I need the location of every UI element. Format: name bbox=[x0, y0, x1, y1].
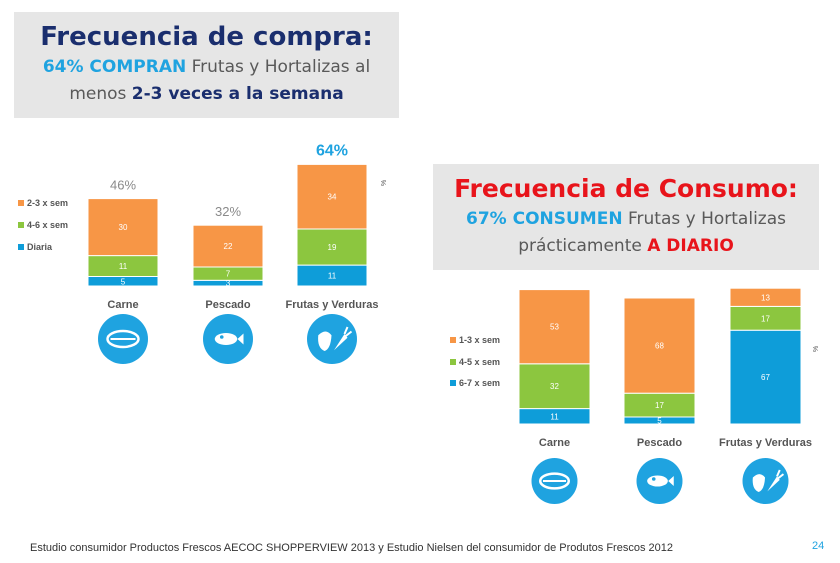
compra-bar-1-2 bbox=[192, 224, 264, 268]
consumo-bar-2-2 bbox=[729, 287, 802, 307]
compra-bar-label-2-1: 19 bbox=[328, 243, 337, 252]
compra-fish-icon-1-fish-eye bbox=[219, 335, 224, 339]
consumo-fish-icon-1-fish-body bbox=[647, 475, 668, 487]
consumo-legend-label-1: 4-5 x sem bbox=[459, 357, 500, 367]
consumo-bar-label-1-0: 5 bbox=[657, 417, 662, 426]
compra-category-label-1: Pescado bbox=[205, 299, 251, 311]
compra-bar-label-1-0: 3 bbox=[226, 279, 231, 288]
compra-legend-label-2: Diaria bbox=[27, 242, 53, 252]
compra-legend-swatch-2 bbox=[18, 244, 24, 250]
compra-bar-label-2-2: 34 bbox=[328, 193, 337, 202]
consumo-bar-0-2 bbox=[518, 289, 591, 365]
compra-total-label-0: 46% bbox=[110, 178, 136, 193]
consumo-category-label-0: Carne bbox=[539, 437, 570, 449]
compra-bar-label-1-2: 22 bbox=[224, 242, 233, 251]
compra-bar-label-2-0: 11 bbox=[328, 272, 337, 281]
compra-meat-icon-0-meat-outline bbox=[106, 329, 140, 349]
consumo-bar-1-2 bbox=[623, 297, 696, 394]
consumo-fish-icon-1-fish-tail bbox=[668, 475, 674, 487]
consumo-bar-label-1-2: 68 bbox=[655, 342, 664, 351]
consumo-bar-label-0-2: 53 bbox=[550, 323, 559, 332]
consumo-highlight-1: 67% CONSUMEN bbox=[466, 209, 623, 229]
compra-fish-icon-1-fish-tail bbox=[237, 333, 244, 345]
consumo-fruit-vegetable-icon-2-carrot bbox=[767, 476, 780, 492]
page-number: 24 bbox=[812, 540, 825, 552]
consumo-bar-2-0 bbox=[729, 329, 802, 425]
compra-title: Frecuencia de compra: bbox=[40, 22, 373, 52]
consumo-fruit-vegetable-icon-2-circle bbox=[742, 458, 789, 504]
compra-legend-label-0: 2-3 x sem bbox=[27, 198, 68, 208]
compra-subtitle: 64% COMPRAN Frutas y Hortalizas al menos… bbox=[14, 54, 399, 108]
consumo-title-box: Frecuencia de Consumo: 67% CONSUMEN Frut… bbox=[433, 164, 819, 270]
consumo-bar-label-0-1: 32 bbox=[550, 382, 559, 391]
consumo-bar-0-1 bbox=[518, 363, 591, 410]
compra-bar-2-1 bbox=[296, 228, 368, 266]
consumo-legend-label-2: 6-7 x sem bbox=[459, 378, 500, 388]
compra-total-label-1: 32% bbox=[215, 204, 241, 219]
compra-fruit-vegetable-icon-2-strawberry bbox=[318, 331, 332, 351]
compra-sub-text-2: menos bbox=[69, 84, 132, 104]
compra-bar-label-0-2: 30 bbox=[119, 223, 128, 232]
compra-highlight-2: 2-3 veces a la semana bbox=[131, 84, 344, 104]
consumo-fruit-vegetable-icon-2-strawberry bbox=[752, 474, 766, 493]
consumo-legend-swatch-0 bbox=[450, 337, 456, 343]
consumo-legend-swatch-2 bbox=[450, 380, 456, 386]
compra-bar-0-2 bbox=[87, 198, 159, 257]
consumo-fish-icon-1-fish-eye bbox=[651, 477, 656, 481]
consumo-subtitle: 67% CONSUMEN Frutas y Hortalizas práctic… bbox=[433, 206, 819, 260]
consumo-category-label-2: Frutas y Verduras bbox=[719, 437, 812, 449]
consumo-bar-label-2-0: 67 bbox=[761, 373, 770, 382]
consumo-sub-text-2: prácticamente bbox=[518, 236, 648, 256]
compra-fruit-vegetable-icon-2-circle bbox=[307, 314, 357, 364]
consumo-sub-text-1: Frutas y Hortalizas bbox=[622, 209, 786, 229]
consumo-bar-label-2-1: 17 bbox=[761, 314, 770, 323]
consumo-title: Frecuencia de Consumo: bbox=[454, 174, 798, 203]
compra-fish-icon-1-fish-body bbox=[214, 333, 238, 345]
consumo-bar-label-2-2: 13 bbox=[761, 293, 770, 302]
compra-legend-swatch-0 bbox=[18, 200, 24, 206]
compra-fruit-vegetable-icon-2-carrot bbox=[334, 334, 348, 351]
consumo-bar-label-0-0: 11 bbox=[550, 412, 559, 421]
compra-category-label-2: Frutas y Verduras bbox=[286, 299, 379, 311]
compra-bar-label-0-1: 11 bbox=[119, 262, 128, 271]
compra-title-box: Frecuencia de compra: 64% COMPRAN Frutas… bbox=[14, 12, 399, 118]
consumo-meat-icon-0-meat-outline bbox=[538, 472, 571, 490]
compra-legend-swatch-1 bbox=[18, 222, 24, 228]
consumo-legend-label-0: 1-3 x sem bbox=[459, 335, 500, 345]
compra-highlight-1: 64% COMPRAN bbox=[42, 57, 187, 77]
consumo-highlight-2: A DIARIO bbox=[647, 236, 734, 256]
compra-total-label-2: 64% bbox=[316, 142, 348, 159]
compra-fruit-vegetable-icon-2-carrot-leaves bbox=[343, 326, 353, 337]
compra-category-label-0: Carne bbox=[107, 299, 138, 311]
compra-legend-label-1: 4-6 x sem bbox=[27, 220, 68, 230]
consumo-side-mark: % bbox=[813, 346, 820, 352]
consumo-category-label-1: Pescado bbox=[637, 437, 683, 449]
consumo-legend-swatch-1 bbox=[450, 359, 456, 365]
consumo-fruit-vegetable-icon-2-carrot-leaves bbox=[776, 469, 785, 480]
consumo-bar-label-1-1: 17 bbox=[655, 401, 664, 410]
compra-bar-label-0-0: 5 bbox=[121, 277, 126, 286]
compra-sub-text-1: Frutas y Hortalizas al bbox=[186, 57, 371, 77]
compra-side-mark: % bbox=[381, 180, 388, 186]
compra-bar-2-2 bbox=[296, 163, 368, 230]
footer-source: Estudio consumidor Productos Frescos AEC… bbox=[30, 542, 673, 554]
compra-bar-label-1-1: 7 bbox=[226, 270, 231, 279]
